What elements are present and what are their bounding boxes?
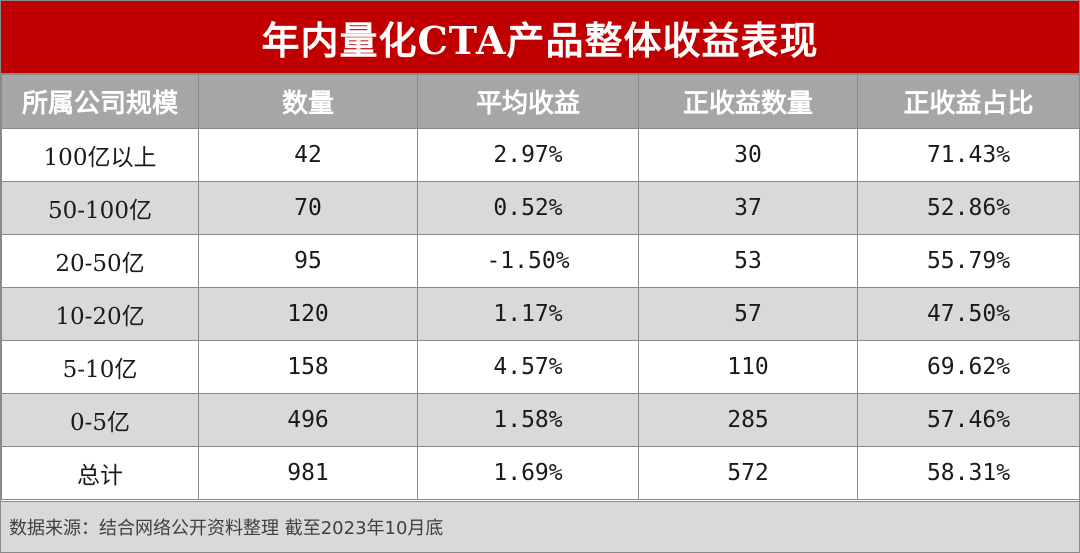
table-row: 5-10亿 158 4.57% 110 69.62% <box>1 340 1080 394</box>
cell-positive-count: 110 <box>638 340 858 394</box>
cell-company-scale: 20-50亿 <box>1 234 199 288</box>
cell-positive-count: 37 <box>638 181 858 235</box>
table-row-total: 总计 981 1.69% 572 58.31% <box>1 446 1080 500</box>
cell-company-scale: 5-10亿 <box>1 340 199 394</box>
cell-average-return: 2.97% <box>417 128 639 182</box>
cell-company-scale: 100亿以上 <box>1 128 199 182</box>
header-company-scale: 所属公司规模 <box>1 74 199 129</box>
cell-positive-ratio: 55.79% <box>857 234 1080 288</box>
cell-company-scale: 50-100亿 <box>1 181 199 235</box>
data-table: 所属公司规模 数量 平均收益 正收益数量 正收益占比 100亿以上 42 2.9… <box>1 74 1080 500</box>
cell-count: 158 <box>198 340 418 394</box>
header-average-return: 平均收益 <box>417 74 639 129</box>
cell-count: 496 <box>198 393 418 447</box>
cell-count: 70 <box>198 181 418 235</box>
cell-positive-ratio: 47.50% <box>857 287 1080 341</box>
table-row: 10-20亿 120 1.17% 57 47.50% <box>1 287 1080 341</box>
header-positive-count: 正收益数量 <box>638 74 858 129</box>
cell-count: 981 <box>198 446 418 500</box>
cell-count: 95 <box>198 234 418 288</box>
cell-positive-count: 53 <box>638 234 858 288</box>
table-row: 0-5亿 496 1.58% 285 57.46% <box>1 393 1080 447</box>
table-row: 50-100亿 70 0.52% 37 52.86% <box>1 181 1080 235</box>
cell-average-return: 0.52% <box>417 181 639 235</box>
cell-average-return: 1.58% <box>417 393 639 447</box>
cell-average-return: 1.17% <box>417 287 639 341</box>
cell-company-scale: 0-5亿 <box>1 393 199 447</box>
table-row: 20-50亿 95 -1.50% 53 55.79% <box>1 234 1080 288</box>
cell-count: 42 <box>198 128 418 182</box>
cell-positive-ratio: 69.62% <box>857 340 1080 394</box>
cell-count: 120 <box>198 287 418 341</box>
source-note: 数据来源：结合网络公开资料整理 截至2023年10月底 <box>1 501 1079 552</box>
header-positive-ratio: 正收益占比 <box>857 74 1080 129</box>
cell-positive-ratio: 58.31% <box>857 446 1080 500</box>
cell-positive-count: 30 <box>638 128 858 182</box>
table-title: 年内量化CTA产品整体收益表现 <box>1 1 1079 74</box>
cell-average-return: -1.50% <box>417 234 639 288</box>
table-row: 100亿以上 42 2.97% 30 71.43% <box>1 128 1080 182</box>
cell-company-scale: 10-20亿 <box>1 287 199 341</box>
cell-positive-ratio: 71.43% <box>857 128 1080 182</box>
cell-positive-count: 57 <box>638 287 858 341</box>
cell-average-return: 4.57% <box>417 340 639 394</box>
cell-positive-ratio: 57.46% <box>857 393 1080 447</box>
header-row: 所属公司规模 数量 平均收益 正收益数量 正收益占比 <box>1 74 1080 129</box>
header-count: 数量 <box>198 74 418 129</box>
cell-average-return: 1.69% <box>417 446 639 500</box>
cell-positive-count: 285 <box>638 393 858 447</box>
cell-positive-ratio: 52.86% <box>857 181 1080 235</box>
cell-positive-count: 572 <box>638 446 858 500</box>
cell-company-scale: 总计 <box>1 446 199 500</box>
